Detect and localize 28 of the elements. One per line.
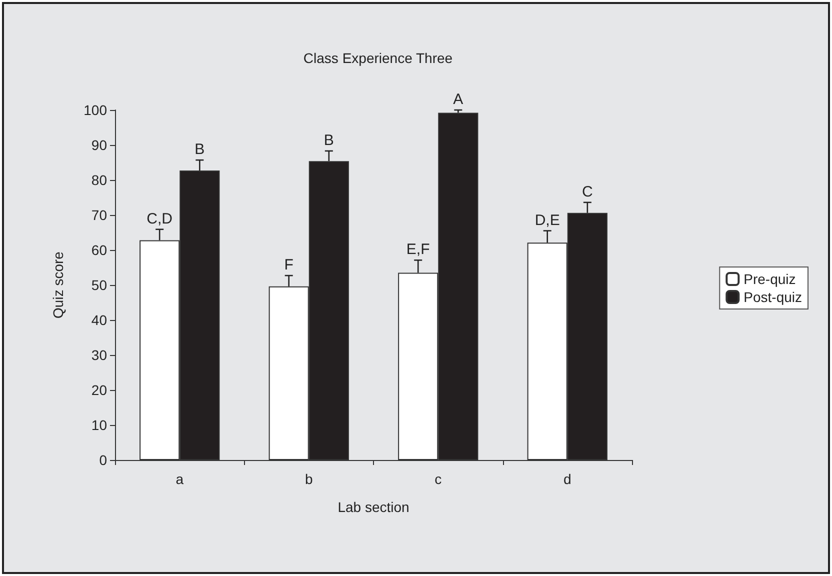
y-tick-label: 50 [91, 277, 108, 293]
y-tick-label: 90 [91, 137, 108, 153]
y-tick-label: 60 [91, 242, 108, 258]
y-tick-label: 30 [91, 347, 108, 363]
y-tick-label: 20 [91, 382, 108, 398]
data-label: A [453, 91, 464, 108]
data-label: F [284, 256, 294, 274]
y-tick-label: 40 [91, 312, 108, 328]
legend-label: Pre-quiz [744, 271, 796, 287]
data-label: C [582, 183, 593, 200]
x-axis-title: Lab section [338, 499, 410, 515]
data-label: B [324, 132, 334, 149]
y-tick-label: 70 [91, 207, 108, 223]
y-axis-title: Quiz score [50, 251, 66, 318]
data-label: C,D [146, 210, 173, 228]
x-tick-label: c [434, 471, 442, 487]
x-tick-label: d [563, 471, 572, 487]
x-tick-label: b [304, 471, 313, 487]
chart-title: Class Experience Three [303, 50, 453, 66]
y-tick-label: 100 [84, 102, 108, 118]
data-label: B [194, 141, 205, 158]
y-tick-label: 80 [91, 172, 108, 188]
y-tick-label: 0 [99, 452, 108, 468]
y-tick-label: 10 [91, 417, 108, 433]
legend-label: Post-quiz [744, 289, 802, 305]
data-label: D,E [534, 212, 560, 229]
data-label: E,F [406, 241, 430, 258]
x-tick-label: a [176, 471, 184, 487]
